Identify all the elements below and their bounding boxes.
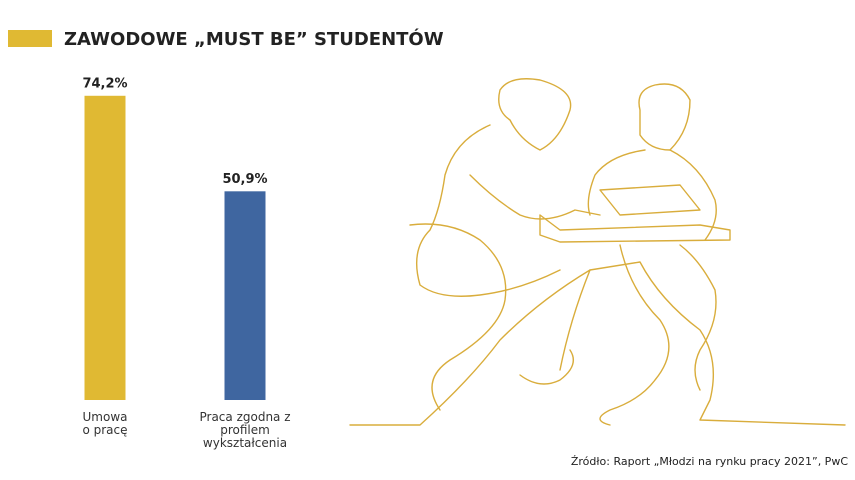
- x-tick-label: Umowa o pracę: [82, 410, 128, 437]
- bar: [84, 95, 126, 400]
- bar: [224, 191, 266, 400]
- chart-title: ZAWODOWE „MUST BE” STUDENTÓW: [64, 28, 444, 50]
- illustration: [349, 78, 846, 426]
- source-note: Źródło: Raport „Młodzi na rynku pracy 20…: [571, 455, 848, 468]
- title-marker: [8, 30, 52, 47]
- value-label: 50,9%: [222, 172, 267, 187]
- value-label: 74,2%: [82, 76, 127, 91]
- x-tick-label: Praca zgodna z profilem wykształcenia: [199, 410, 291, 450]
